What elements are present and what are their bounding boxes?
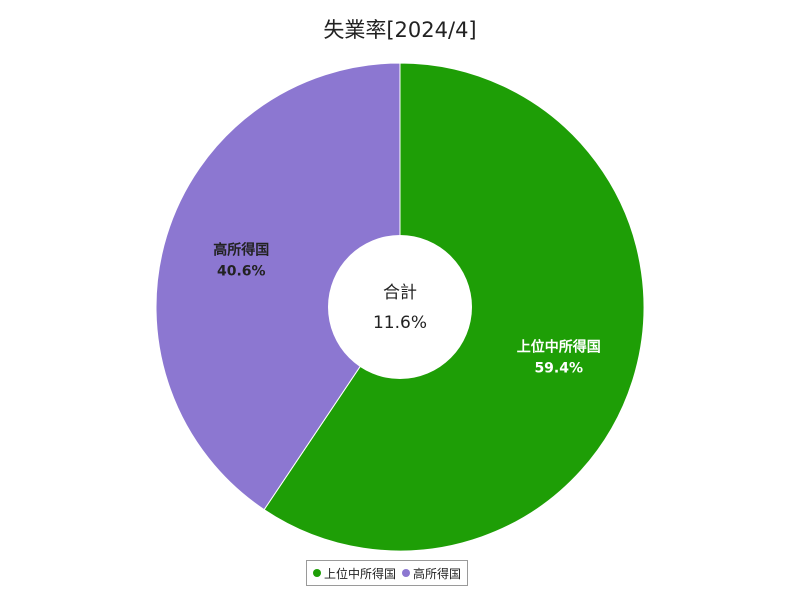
center-hole (328, 235, 472, 379)
slice-label-high-income: 高所得国 (213, 242, 269, 259)
center-value: 11.6% (373, 313, 427, 333)
slice-value-upper-middle-income: 59.4% (534, 360, 583, 376)
center-label: 合計 (383, 283, 417, 303)
legend: 上位中所得国 高所得国 (306, 560, 469, 586)
legend-marker-high-income (402, 569, 411, 577)
legend-label-high-income: 高所得国 (413, 566, 462, 581)
slice-value-high-income: 40.6% (217, 264, 266, 280)
legend-item-upper-middle-income[interactable]: 上位中所得国 (313, 565, 396, 582)
legend-label-upper-middle-income: 上位中所得国 (324, 566, 397, 581)
slice-label-upper-middle-income: 上位中所得国 (517, 338, 601, 355)
pie-slice-high-income[interactable] (155, 62, 401, 511)
legend-marker-upper-middle-income (313, 569, 321, 577)
chart-title: 失業率[2024/4] (323, 18, 477, 42)
slice-labels: 上位中所得国 59.4% 高所得国 40.6% (213, 242, 600, 377)
legend-item-high-income[interactable]: 高所得国 (402, 565, 461, 582)
